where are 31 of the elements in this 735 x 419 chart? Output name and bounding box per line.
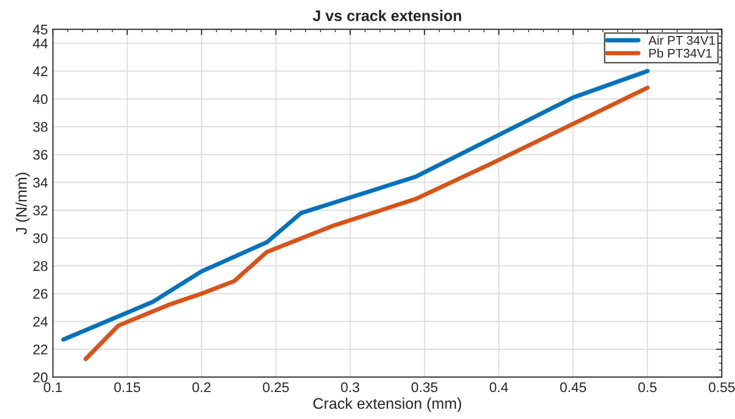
y-tick-label: 38	[33, 122, 48, 132]
y-tick-label: 22	[33, 344, 48, 354]
chart-title: J vs crack extension	[312, 10, 462, 22]
x-tick-label: 0.45	[560, 382, 586, 392]
y-tick-label: 40	[32, 94, 48, 104]
x-tick-label: 0.4	[490, 382, 508, 392]
y-tick-label: 20	[33, 372, 48, 382]
y-tick-label: 30	[33, 233, 48, 244]
x-tick-label: 0.1	[44, 382, 62, 392]
legend-label: Pb PT34V1	[649, 48, 712, 58]
line-series	[61, 68, 650, 342]
x-tick-label: 0.3	[341, 382, 360, 392]
text: Air PT 34V1	[648, 36, 715, 45]
x-tick-label: 0.2	[192, 382, 211, 392]
x-tick-label: 0.25	[262, 382, 289, 392]
line-series	[84, 86, 650, 362]
x-axis-title: Crack extension (mm)	[313, 398, 462, 412]
y-tick-label: 44	[32, 38, 48, 48]
y-tick-label: 24	[33, 316, 48, 326]
x-tick-label: 0.5	[638, 382, 657, 392]
y-tick-label: 36	[33, 150, 48, 160]
y-tick-label: 45	[32, 24, 48, 34]
y-tick-label: 26	[33, 288, 48, 299]
y-tick-label: 42	[32, 66, 48, 76]
x-tick-label: 0.55	[708, 382, 735, 392]
x-tick-label: 0.35	[412, 382, 438, 392]
y-tick-label: 34	[33, 178, 48, 188]
x-tick-label: 0.15	[114, 382, 140, 392]
y-tick-label: 32	[33, 206, 48, 216]
y-tick-label: 28	[33, 261, 48, 271]
y-axis-title: J (N/mm)	[16, 172, 30, 234]
